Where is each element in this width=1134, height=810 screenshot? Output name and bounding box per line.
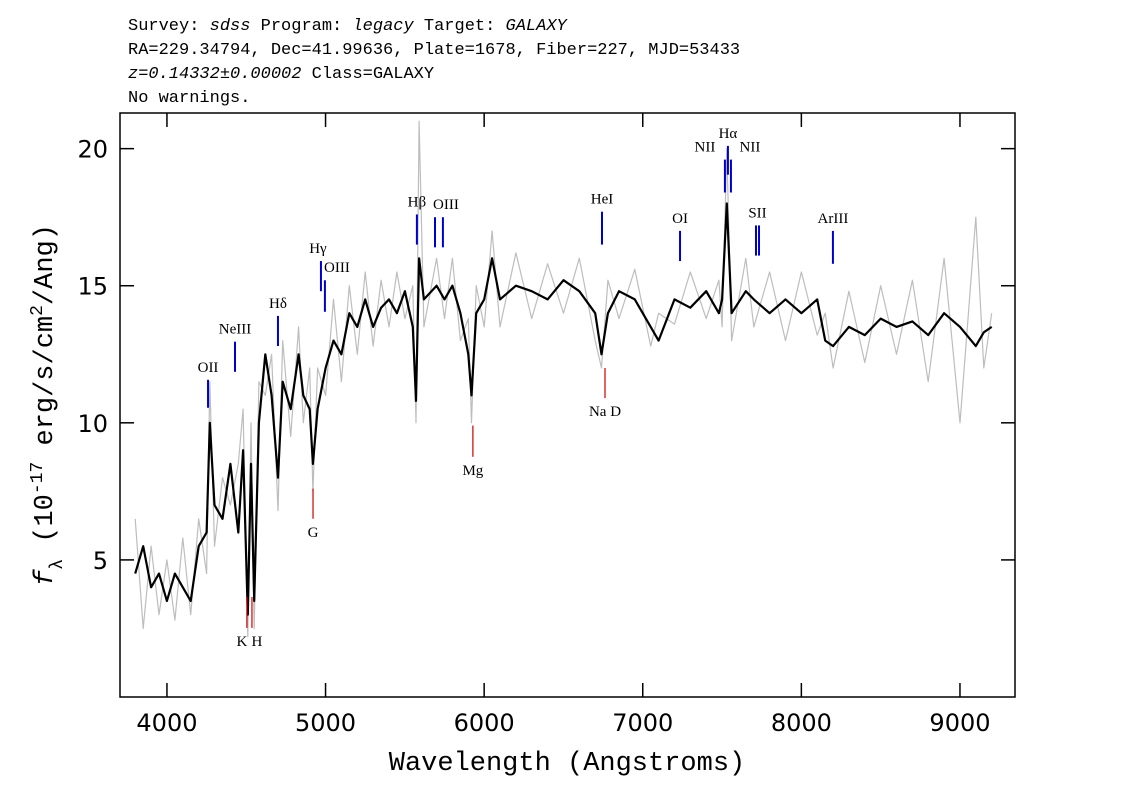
header-text: Target:	[414, 17, 506, 36]
header-text: sdss	[210, 17, 251, 36]
line-label: OI	[672, 211, 688, 227]
y-tick-label: 5	[93, 547, 108, 575]
line-label: H	[252, 634, 263, 650]
line-label: OIII	[433, 197, 459, 213]
y-label-part: λ	[48, 559, 68, 570]
line-label: Hγ	[309, 241, 327, 257]
x-tick-label: 9000	[929, 709, 990, 737]
line-label: NII	[695, 140, 716, 156]
line-label: ArIII	[818, 211, 849, 227]
header-line: Survey: sdss Program: legacy Target: GAL…	[128, 17, 569, 36]
y-label-part: (10	[31, 494, 61, 559]
x-tick-label: 5000	[295, 709, 356, 737]
header-text: RA=229.34794, Dec=41.99636, Plate=1678, …	[128, 41, 740, 60]
x-tick-label: 8000	[771, 709, 832, 737]
x-tick-label: 7000	[612, 709, 673, 737]
header-text: legacy	[352, 17, 414, 36]
line-label: Na D	[589, 404, 621, 420]
header-text: GALAXY	[506, 17, 569, 36]
header-line: RA=229.34794, Dec=41.99636, Plate=1678, …	[128, 41, 740, 60]
y-label-part: f	[31, 569, 61, 586]
x-tick-label: 4000	[136, 709, 197, 737]
y-label-part: -17	[28, 462, 48, 494]
header-text: Program:	[250, 17, 352, 36]
header-text: Survey:	[128, 17, 210, 36]
y-label-part: erg/s/cm	[31, 316, 61, 462]
y-axis-label: fλ (10-17 erg/s/cm2/Ang)	[28, 224, 68, 586]
y-label-part: 2	[28, 305, 48, 316]
line-label: SII	[748, 205, 766, 221]
header-line: No warnings.	[128, 89, 250, 108]
line-label: NII	[740, 140, 761, 156]
line-label: OIII	[324, 260, 350, 276]
line-label: Hα	[719, 126, 738, 142]
y-label-part: /Ang)	[31, 224, 61, 305]
y-tick-label: 15	[77, 273, 108, 301]
x-axis-label: Wavelength (Angstroms)	[389, 749, 745, 779]
header-text: No warnings.	[128, 89, 250, 108]
y-tick-label: 10	[77, 410, 108, 438]
line-label: OII	[198, 360, 219, 376]
plot-frame	[119, 112, 1016, 698]
line-label: HeI	[591, 192, 614, 208]
line-label: G	[308, 525, 319, 541]
header-text: Class=GALAXY	[301, 65, 434, 84]
x-tick-label: 6000	[454, 709, 515, 737]
header-text: z=0.14332±0.00002	[128, 65, 301, 84]
y-tick-label: 20	[77, 136, 108, 164]
line-label: Mg	[462, 463, 483, 479]
line-label: NeIII	[219, 322, 251, 338]
spectrum-line	[134, 202, 993, 616]
header-line: z=0.14332±0.00002 Class=GALAXY	[128, 65, 434, 84]
line-label: K	[236, 634, 247, 650]
line-label: Hβ	[408, 194, 426, 210]
line-label: Hδ	[269, 296, 287, 312]
